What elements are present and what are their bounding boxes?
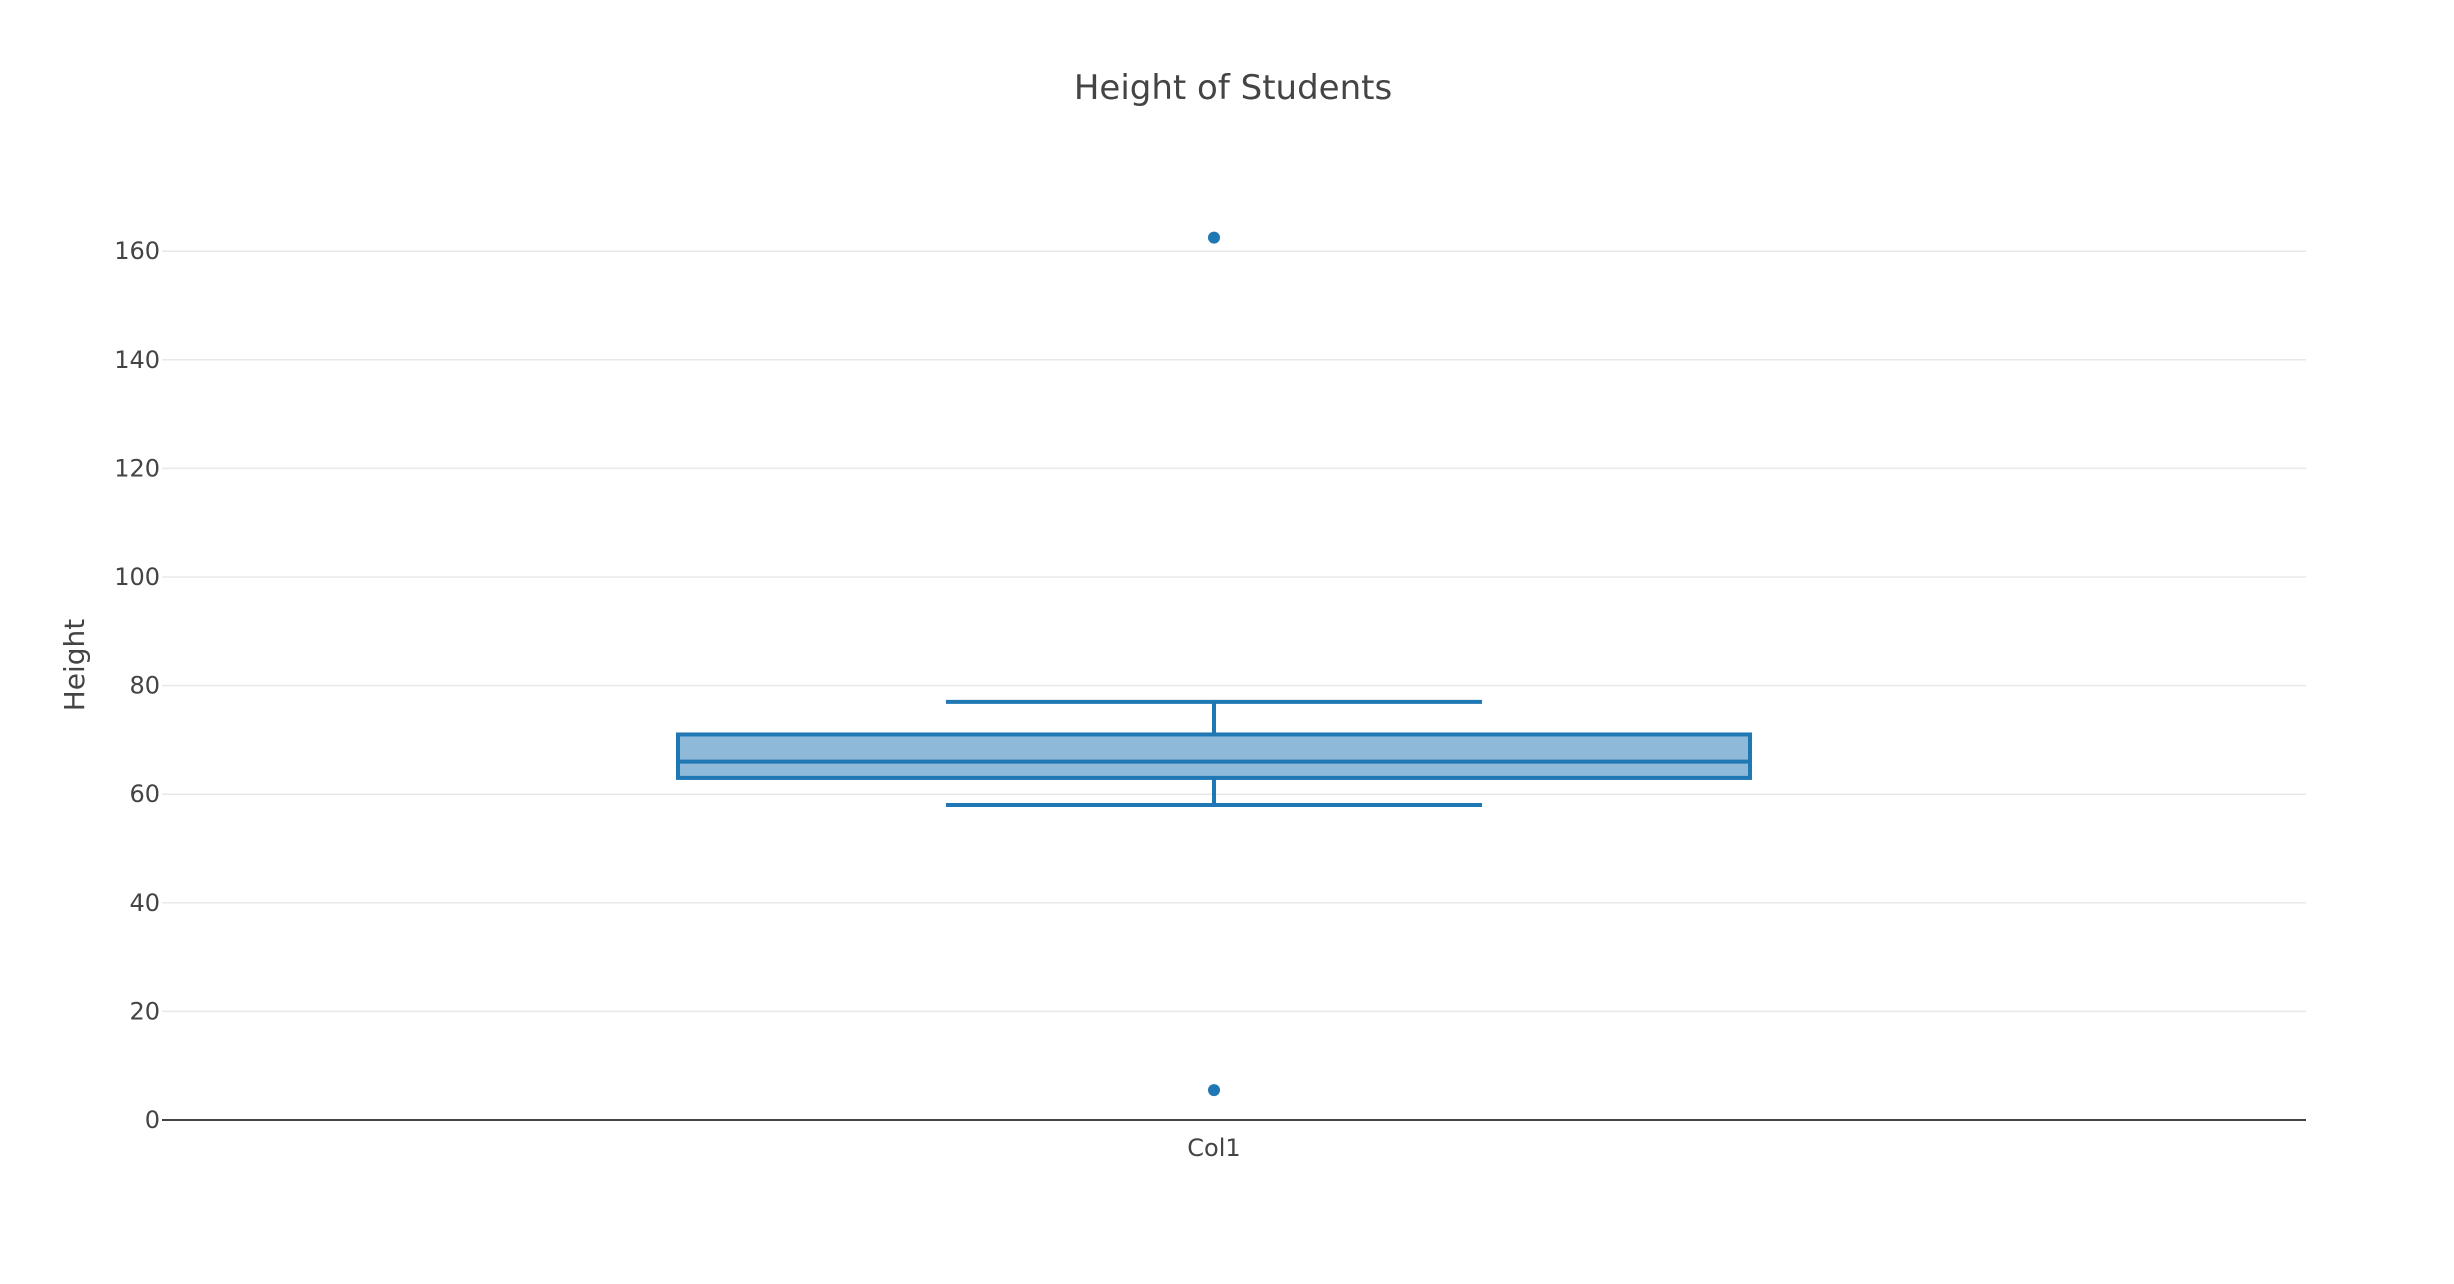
iqr-box — [676, 732, 1752, 780]
y-tick-label: 80 — [129, 672, 160, 700]
outlier-point — [1208, 1084, 1220, 1097]
y-tick-label: 160 — [114, 237, 160, 265]
tick-labels: 0 20 40 60 80 100 120 140 160 Col1 — [114, 237, 1241, 1162]
y-axis-title: Height — [58, 619, 91, 712]
y-tick-label: 60 — [129, 780, 160, 808]
gridlines — [162, 250, 2306, 1013]
x-tick-label: Col1 — [1187, 1134, 1240, 1162]
box-trace — [676, 231, 1752, 1097]
y-tick-label: 100 — [114, 563, 160, 591]
outlier-point — [1208, 231, 1220, 244]
y-tick-label: 120 — [114, 454, 160, 482]
y-tick-label: 40 — [129, 889, 160, 917]
chart-title: Height of Students — [1074, 68, 1392, 108]
y-tick-label: 140 — [114, 346, 160, 374]
y-tick-label: 20 — [129, 997, 160, 1025]
y-tick-label: 0 — [145, 1106, 160, 1134]
